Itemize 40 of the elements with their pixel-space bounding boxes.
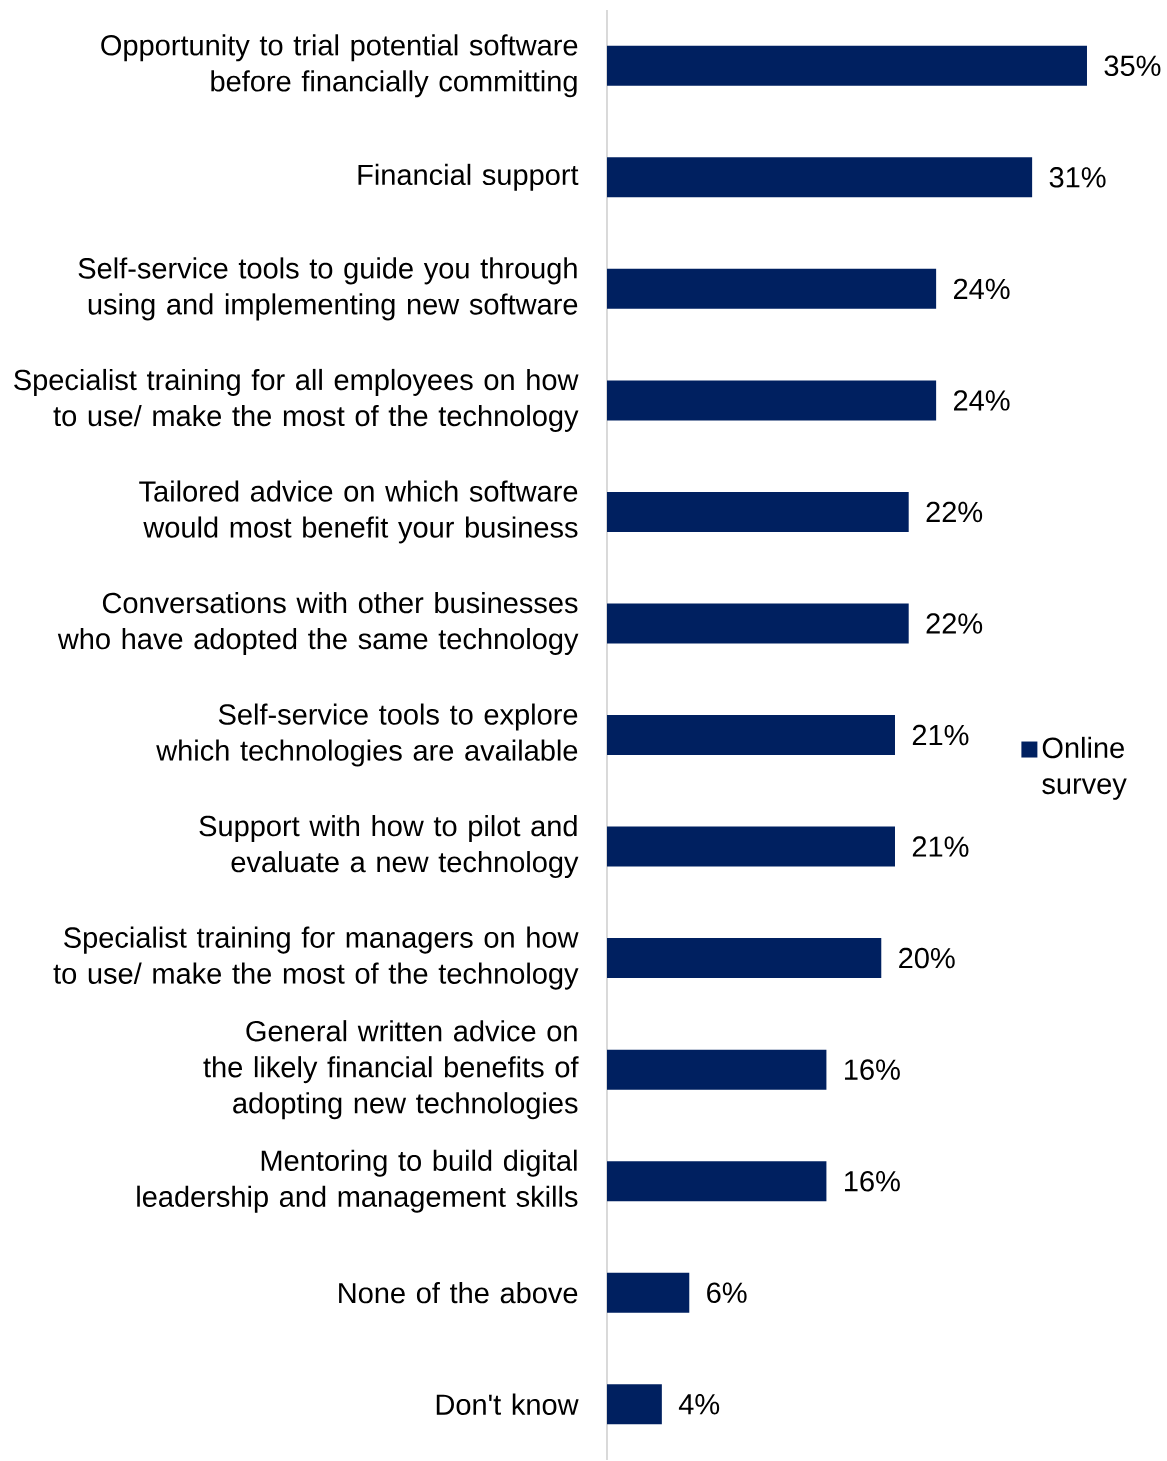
y-tick-label: None of the above — [339, 1282, 578, 1304]
data-label: 22% — [926, 613, 983, 634]
y-tick-label: Specialist training for all employees on how to use/ make the most of the technology — [14, 368, 579, 432]
y-tick-label: General written advice on the likely financial benefits of adopting new technologies — [203, 1020, 579, 1120]
data-label: 20% — [899, 947, 955, 969]
bar — [606, 1161, 827, 1202]
y-tick-label: Mentoring to build digital leadership and management skills — [137, 1149, 578, 1213]
bar — [606, 1049, 827, 1090]
y-tick-label: Self-service tools to guide you through using and implementing new software — [78, 257, 578, 321]
bar — [606, 45, 1087, 86]
y-tick-label: Tailored advice on which software would most benefit your business — [139, 480, 578, 544]
legend-label: Online survey — [1042, 736, 1127, 800]
bar — [606, 938, 882, 979]
bar — [606, 1272, 690, 1313]
y-tick-label: Opportunity to trial potential software before financially committing — [101, 34, 578, 98]
bar — [606, 380, 937, 421]
data-label: 24% — [954, 390, 1010, 411]
data-label: 24% — [954, 278, 1010, 300]
data-label: 35% — [1104, 55, 1161, 77]
data-label: 21% — [912, 836, 969, 857]
data-label: 21% — [912, 724, 969, 746]
y-tick-label: Specialist training for managers on how to use/ make the most of the technology — [53, 926, 579, 990]
bar — [606, 491, 909, 532]
bar — [606, 826, 895, 867]
data-label: 4% — [678, 1394, 720, 1415]
data-label: 16% — [845, 1059, 900, 1080]
data-label: 31% — [1049, 167, 1106, 188]
data-label: 22% — [926, 501, 983, 523]
y-tick-label: Conversations with other businesses who have adopted the same technology — [57, 591, 579, 656]
y-tick-label: Financial support — [358, 163, 579, 191]
data-label: 6% — [707, 1282, 747, 1303]
bar — [606, 603, 909, 644]
y-tick-label: Self-service tools to explore which technologies are available — [156, 703, 578, 767]
bar — [606, 1384, 662, 1425]
data-label: 16% — [845, 1170, 900, 1192]
bar — [606, 157, 1033, 198]
y-tick-label: Support with how to pilot and evaluate a new technology — [199, 815, 579, 879]
bar — [606, 268, 937, 309]
y-tick-label: Don't know — [436, 1393, 579, 1415]
bar — [606, 715, 895, 756]
